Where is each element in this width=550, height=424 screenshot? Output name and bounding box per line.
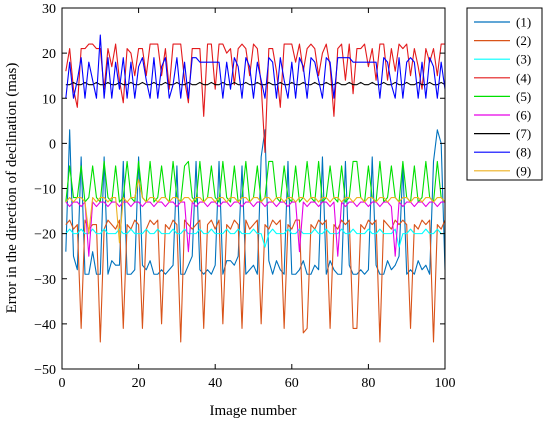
series-line-2 xyxy=(65,219,446,343)
series-line-3 xyxy=(65,228,445,248)
y-tick-label: −20 xyxy=(34,228,56,243)
x-tick-label: 80 xyxy=(361,376,375,391)
y-tick-label: −50 xyxy=(34,363,56,378)
x-tick-label: 0 xyxy=(59,376,66,391)
x-tick-label: 100 xyxy=(435,376,456,391)
legend: (1) (2) (3) (4) (5) (6) (7) (8) (9) xyxy=(466,7,543,181)
legend-label-6: (6) xyxy=(516,108,531,123)
y-tick-label: 30 xyxy=(42,2,56,17)
y-tick-label: 0 xyxy=(49,137,56,152)
legend-label-7: (7) xyxy=(516,126,531,141)
y-axis-label: Error in the direction of declination (m… xyxy=(4,63,20,314)
y-tick-label: 20 xyxy=(42,47,56,62)
y-tick-label: −40 xyxy=(34,318,56,333)
series-line-9 xyxy=(65,178,446,244)
ticks-layer: 0 20 40 60 80 100 −50 −40 −30 −20 −10 0 10 20 30 xyxy=(34,2,455,391)
x-tick-label: 60 xyxy=(285,376,299,391)
series-line-4 xyxy=(65,43,445,153)
legend-box xyxy=(466,7,543,181)
series-line-6 xyxy=(65,201,445,257)
legend-label-3: (3) xyxy=(516,52,531,67)
x-tick-label: 20 xyxy=(132,376,146,391)
legend-label-9: (9) xyxy=(516,163,531,178)
series-line-8 xyxy=(65,34,446,99)
x-axis-label: Image number xyxy=(209,403,296,419)
legend-label-5: (5) xyxy=(516,89,531,104)
y-tick-label: −30 xyxy=(34,273,56,288)
legend-label-8: (8) xyxy=(516,145,531,160)
legend-label-4: (4) xyxy=(516,70,531,85)
x-tick-label: 40 xyxy=(208,376,222,391)
legend-label-1: (1) xyxy=(516,15,531,30)
y-tick-label: −10 xyxy=(34,183,56,198)
y-tick-label: 10 xyxy=(42,92,56,107)
series-layer xyxy=(65,34,446,343)
legend-label-2: (2) xyxy=(516,33,531,48)
series-line-5 xyxy=(65,160,446,203)
